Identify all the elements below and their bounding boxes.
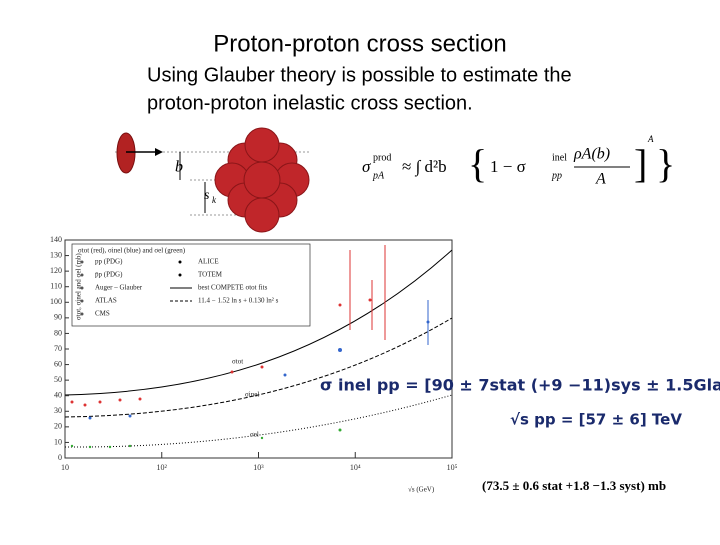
legend-entry: TOTEM [198,271,223,279]
legend-entry: CMS [95,310,110,318]
data-points [88,320,430,420]
y-tick-label: 30 [54,406,62,415]
y-tick-label: 20 [54,422,62,431]
formula-part: ≈ ∫ d²b [402,157,447,177]
formula-part: } [656,141,675,186]
y-tick-label: 80 [54,328,62,337]
energy-result: √s pp = [57 ± 6] TeV [510,411,682,429]
legend-entry: pp (PDG) [95,258,123,266]
legend-marker [80,260,84,264]
fit-curve [64,317,453,418]
error-bars [349,245,386,340]
body-line: Using Glauber theory is possible to esti… [147,64,572,86]
x-tick-label: 10⁵ [447,463,458,472]
y-tick-label: 90 [54,313,62,322]
legend-entry: ALICE [198,258,219,266]
x-tick-label: 10 [61,463,69,472]
y-tick-label: 130 [50,250,62,259]
formula-part: prod [373,152,391,163]
y-tick-label: 100 [50,297,62,306]
y-tick-label: 70 [54,344,62,353]
fit-curve [64,394,453,448]
y-tick-label: 50 [54,375,62,384]
formula-part: { [468,141,487,186]
slide-title: Proton-proton cross section [213,30,506,57]
legend-entry: p̄p (PDG) [95,271,123,279]
s-label: s [204,188,210,203]
data-points [70,298,372,407]
formula-part: inel [552,152,567,163]
inelastic-result: σ inel pp = [90 ± 7stat (+9 −11)sys ± 1.… [320,376,720,395]
s-index: k [212,195,217,205]
y-tick-label: 0 [58,453,62,462]
curve-label: σel [250,431,259,439]
y-tick-label: 110 [50,282,62,291]
x-tick-label: 10⁴ [350,463,361,472]
legend-header: σtot (red), σinel (blue) and σel (green) [78,247,186,255]
legend-marker [80,299,84,303]
legend-entry: best COMPETE σtot fits [198,284,268,292]
y-tick-label: 10 [54,437,62,446]
cross-section-figure: σtot (red), σinel (blue) and σel (green)… [50,235,458,494]
legend-entry: Auger – Glauber [95,284,143,292]
y-tick-label: 60 [54,359,62,368]
x-tick-label: 10³ [253,463,264,472]
totem-result: (73.5 ± 0.6 stat +1.8 −1.3 syst) mb [482,478,666,493]
x-tick-label: 10² [157,463,168,472]
legend-marker [80,312,84,316]
y-tick-label: 40 [54,391,62,400]
x-axis-label: √s (GeV) [408,486,435,494]
y-tick-label: 120 [50,266,62,275]
formula-part: ρA(b) [573,146,610,163]
curve-label: σtot [232,358,243,366]
y-tick-label: 140 [50,235,62,244]
fit-curve [64,249,453,396]
legend-box [71,243,311,327]
curve-label: σinel [245,391,259,399]
formula-part: A [595,171,606,188]
legend-entry: 11.4 − 1.52 ln s + 0.130 ln² s [198,297,279,305]
formula-part: pp [551,170,562,181]
legend-marker [80,286,84,290]
impact-label: b [175,159,183,176]
legend-marker [178,260,182,264]
formula-part: 1 − σ [490,157,526,176]
body-line: proton-proton inelastic cross section. [147,92,473,114]
glauber-formula: σ prod pA ≈ ∫ d²b { 1 − σ inel pp ρA(b) … [362,134,675,188]
legend-marker [80,273,84,277]
formula-part: ] [634,141,647,186]
formula-part: pA [372,170,385,181]
legend-marker [178,273,182,277]
data-points [70,428,342,449]
formula-part: A [647,134,654,144]
glauber-diagram: b s k [115,127,310,233]
formula-part: σ [362,157,371,176]
y-axis-label: σtot, σinel and σel (mb) [75,253,83,320]
legend-entry: ATLAS [95,297,117,305]
